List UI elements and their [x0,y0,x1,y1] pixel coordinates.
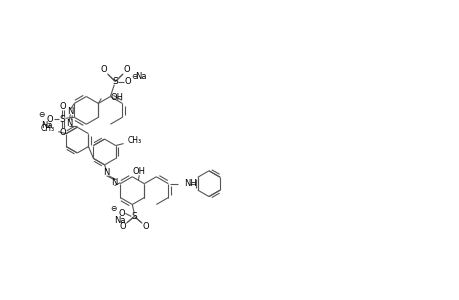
Text: O: O [123,65,130,74]
Text: OH: OH [110,93,123,102]
Text: O: O [46,115,53,124]
Text: S: S [59,115,65,124]
Text: N: N [111,178,118,187]
Text: S: S [131,212,137,221]
Text: O: O [124,77,131,86]
Text: O: O [59,128,66,137]
Text: N: N [103,168,110,177]
Text: ⊖: ⊖ [39,110,45,119]
Text: OH: OH [133,167,146,176]
Text: O: O [143,222,149,231]
Text: NH: NH [184,179,196,188]
Text: Na: Na [41,121,52,130]
Text: S: S [112,77,118,86]
Text: N: N [66,119,73,128]
Text: Na: Na [135,72,146,81]
Text: O: O [100,65,106,74]
Text: CH₃: CH₃ [127,136,141,145]
Text: O: O [119,222,125,231]
Text: O: O [59,102,66,111]
Text: O: O [118,209,124,218]
Text: ⊖: ⊖ [110,204,117,213]
Text: N: N [67,107,73,116]
Text: CH₃: CH₃ [40,124,54,133]
Text: ⊖: ⊖ [131,72,137,81]
Text: Na: Na [113,216,125,225]
